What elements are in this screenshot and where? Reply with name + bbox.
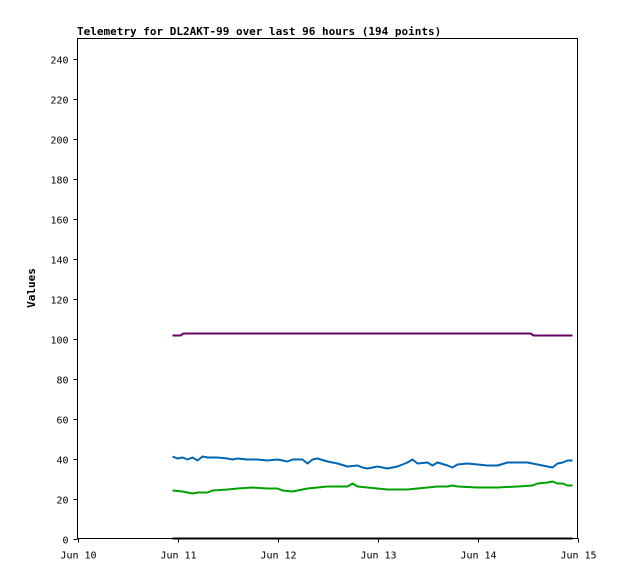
x-tick-label: Jun 10 [60,551,96,562]
x-tick-label: Jun 11 [160,551,196,562]
y-tick-label: 80 [56,376,68,387]
series-layer [172,332,573,540]
y-tick-label: 60 [56,416,68,427]
y-axis-label: Values [25,268,38,308]
y-axis: 0 20 40 60 80 100 120 140 160 180 200 220 240 [50,56,78,547]
y-tick-label: 0 [62,536,68,547]
y-tick-label: 180 [50,176,68,187]
x-tick-label: Jun 15 [560,551,596,562]
y-tick-label: 220 [50,96,68,107]
series-line-3 [172,480,573,495]
y-tick-label: 140 [50,256,68,267]
x-tick-label: Jun 13 [360,551,396,562]
x-tick-label: Jun 12 [260,551,296,562]
y-tick-label: 160 [50,216,68,227]
chart-title: Telemetry for DL2AKT-99 over last 96 hou… [77,25,441,38]
y-tick-label: 100 [50,336,68,347]
y-tick-label: 20 [56,496,68,507]
series-line-1 [172,332,573,337]
x-axis: Jun 10 Jun 11 Jun 12 Jun 13 Jun 14 Jun 15 [60,538,597,562]
y-tick-label: 120 [50,296,68,307]
y-tick-label: 240 [50,56,68,67]
y-tick-label: 200 [50,136,68,147]
y-tick-label: 40 [56,456,68,467]
x-tick-label: Jun 14 [460,551,496,562]
series-line-2 [172,455,573,470]
